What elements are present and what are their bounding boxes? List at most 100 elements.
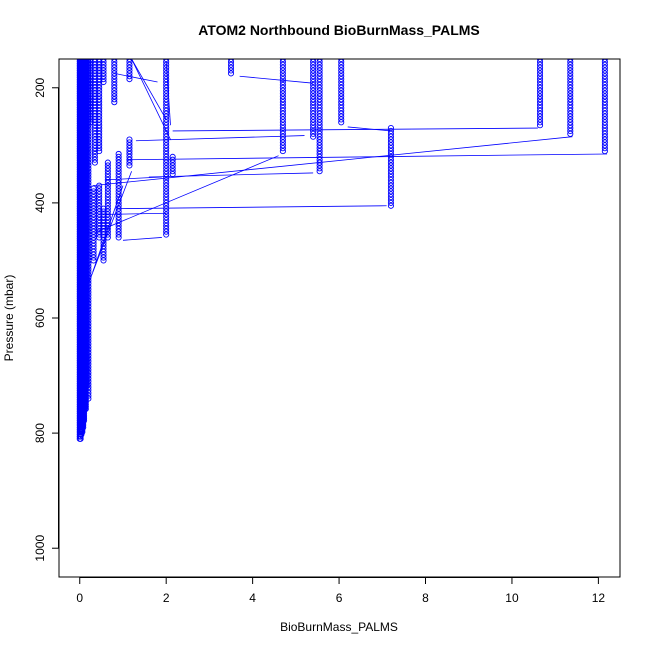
data-point	[310, 76, 317, 83]
x-tick-label: 4	[249, 591, 256, 605]
data-point	[115, 191, 122, 198]
data-point	[83, 136, 90, 143]
data-point	[91, 159, 98, 166]
data-point	[310, 101, 317, 109]
data-point	[91, 61, 98, 68]
data-point	[567, 99, 574, 106]
data-point	[567, 122, 574, 129]
data-point	[100, 228, 107, 235]
data-point	[126, 150, 133, 158]
data-point	[100, 222, 107, 229]
data-point	[115, 234, 122, 241]
data-point	[83, 364, 90, 371]
x-axis-label: BioBurnMass_PALMS	[280, 620, 398, 634]
data-point	[96, 96, 103, 103]
data-point	[111, 81, 118, 88]
data-point	[227, 70, 235, 77]
data-point	[115, 182, 122, 189]
data-point	[316, 113, 323, 120]
data-point	[91, 116, 98, 123]
data-point	[115, 196, 122, 204]
data-point	[567, 84, 574, 91]
data-point	[83, 194, 90, 201]
data-point	[77, 435, 84, 442]
data-point	[100, 237, 107, 244]
data-point	[169, 168, 176, 175]
data-point	[316, 122, 323, 129]
data-point	[115, 231, 122, 238]
data-point	[227, 64, 235, 71]
data-point	[387, 133, 394, 140]
data-point	[83, 249, 90, 256]
data-point	[316, 127, 323, 134]
data-point	[115, 217, 122, 224]
data-point	[83, 196, 90, 203]
data-point	[536, 99, 544, 106]
data-point	[163, 101, 170, 109]
data-point	[601, 90, 608, 97]
data-point	[104, 199, 111, 206]
data-point	[91, 81, 98, 88]
data-point	[163, 159, 170, 166]
data-point	[279, 84, 286, 91]
x-axis: 0 2 4 6 8 10 12	[76, 577, 605, 605]
data-point	[567, 101, 574, 109]
data-point	[387, 202, 394, 209]
data-point	[96, 76, 103, 83]
data-point	[316, 139, 323, 146]
data-point	[83, 382, 90, 389]
data-point	[338, 70, 345, 77]
data-point	[163, 168, 170, 175]
data-point	[82, 392, 89, 399]
data-point	[83, 180, 90, 187]
data-point	[96, 101, 103, 109]
data-point	[115, 176, 122, 183]
data-point	[83, 362, 90, 369]
data-point	[83, 258, 90, 265]
data-point	[83, 272, 90, 279]
data-point	[83, 120, 90, 127]
data-point	[387, 176, 394, 183]
data-point	[111, 67, 118, 74]
data-point	[81, 415, 88, 422]
data-point	[163, 87, 170, 94]
data-point	[601, 93, 608, 100]
data-point	[316, 145, 323, 152]
data-point	[83, 74, 90, 81]
data-point	[126, 153, 133, 160]
data-point	[316, 87, 323, 94]
data-point	[104, 159, 111, 166]
data-point	[227, 67, 235, 74]
data-point	[83, 118, 90, 125]
data-point	[601, 113, 608, 120]
data-point	[115, 171, 122, 178]
data-point	[96, 78, 103, 86]
data-point	[100, 217, 107, 224]
data-point	[83, 150, 90, 157]
data-point	[163, 165, 170, 172]
data-point	[83, 83, 90, 90]
data-point	[83, 122, 90, 129]
data-point	[387, 153, 394, 160]
data-point	[104, 211, 111, 218]
data-point	[567, 64, 574, 71]
data-point	[126, 67, 133, 74]
data-point	[83, 106, 90, 113]
data-point	[169, 153, 176, 160]
data-point	[100, 205, 107, 212]
data-point	[338, 116, 345, 123]
data-point	[536, 93, 544, 100]
data-point	[83, 253, 90, 261]
data-point	[82, 403, 89, 410]
data-point	[82, 396, 89, 403]
data-point	[567, 107, 574, 114]
data-point	[83, 212, 90, 219]
data-point	[91, 99, 98, 106]
data-point	[115, 156, 122, 163]
series-line	[172, 127, 538, 132]
data-point	[83, 339, 90, 346]
data-point	[601, 84, 608, 91]
data-point	[163, 196, 170, 204]
x-tick-label: 8	[422, 591, 429, 605]
